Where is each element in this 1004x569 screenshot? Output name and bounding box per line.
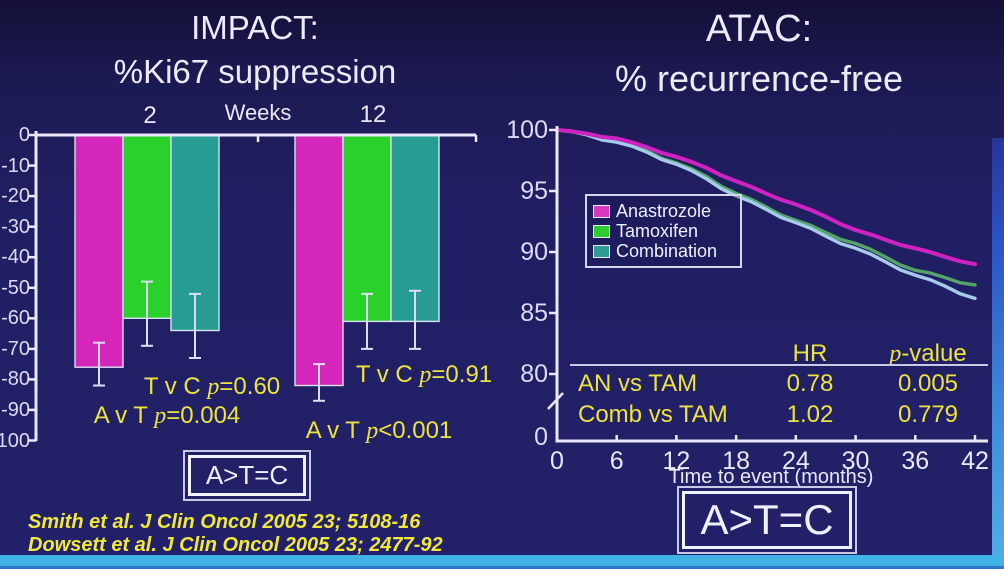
error-bar-anastrozole-week12 [313, 363, 325, 402]
impact-y-tick-label: -50 [1, 276, 30, 299]
impact-group-label-week12: 12 [359, 101, 387, 128]
impact-bar-chart [28, 131, 478, 442]
atac-x-tick-label: 42 [961, 447, 989, 475]
impact-x-axis-title: Weeks [224, 100, 292, 125]
impact-group-label-week2: 2 [143, 102, 157, 129]
impact-title-line1: IMPACT: [191, 9, 319, 46]
atac-y-tick-label: 0 [534, 423, 548, 451]
atac-legend: Anastrozole Tamoxifen Combination [585, 194, 742, 268]
table-header-rule [570, 364, 988, 366]
impact-conclusion-text: A>T=C [188, 455, 306, 496]
citation-smith: Smith et al. J Clin Oncol 2005 23; 5108-… [28, 511, 421, 533]
impact-y-tick-label: -20 [1, 185, 30, 208]
atac-y-tick-label: 85 [520, 299, 548, 327]
tamoxifen-swatch-icon [593, 224, 610, 238]
impact-y-tick-label: -10 [1, 154, 30, 177]
table-row1-pvalue: 0.005 [897, 370, 959, 397]
atac-conclusion-text: A>T=C [682, 491, 852, 549]
atac-y-tick-label: 80 [520, 360, 548, 388]
legend-item-combination: Combination [593, 241, 734, 261]
bar-anastrozole-week2 [74, 134, 124, 368]
error-bar-tamoxifen-week2 [141, 280, 153, 347]
atac-x-tick-label: 6 [609, 447, 624, 475]
table-row2-hr: 1.02 [786, 401, 834, 428]
atac-title-line1: ATAC: [705, 8, 813, 50]
atac-x-axis-title: Time to event (months) [668, 466, 874, 488]
curve-combination [555, 128, 977, 301]
impact-annotation-tvc-week12: T v C p=0.91 [355, 361, 493, 388]
bar-anastrozole-week12 [294, 134, 344, 387]
table-row2-pvalue: 0.779 [897, 401, 959, 428]
legend-label-anastrozole: Anastrozole [616, 200, 712, 221]
impact-y-axis-labels: 0 -10 -20 -30 -40 -50 -60 -70 -80 -90 -100 [0, 0, 32, 460]
axis-break-icon [547, 392, 564, 410]
impact-y-tick-label: -70 [1, 337, 30, 360]
combination-swatch-icon [593, 244, 610, 258]
table-header-hr: HR [792, 340, 828, 367]
impact-annotation-avt-week2: A v T p=0.004 [93, 402, 241, 429]
table-row1-label: AN vs TAM [578, 370, 698, 397]
impact-conclusion-box: A>T=C [183, 450, 311, 501]
atac-title-line2: % recurrence-free [614, 58, 904, 99]
right-edge-strip [992, 138, 1004, 569]
legend-item-anastrozole: Anastrozole [593, 201, 734, 221]
table-header-pvalue: p-value [889, 340, 967, 367]
impact-y-tick-label: 0 [18, 124, 30, 146]
impact-annotation-avt-week12: A v T p<0.001 [305, 417, 453, 444]
impact-y-tick-label: -100 [0, 429, 30, 452]
error-bar-tamoxifen-week12 [361, 292, 373, 350]
impact-y-tick-label: -80 [1, 368, 30, 391]
atac-y-tick-label: 95 [520, 177, 548, 205]
impact-title-line2: %Ki67 suppression [113, 53, 397, 90]
atac-x-tick-label: 36 [901, 447, 930, 475]
citation-dowsett: Dowsett et al. J Clin Oncol 2005 23; 247… [28, 534, 443, 556]
impact-y-tick-label: -90 [1, 398, 30, 421]
impact-y-tick-label: -40 [1, 246, 30, 269]
atac-y-axis-labels: 100 95 90 85 80 0 [498, 0, 550, 460]
atac-x-tick-label: 0 [550, 447, 564, 475]
error-bar-combination-week2 [189, 292, 201, 359]
legend-label-tamoxifen: Tamoxifen [616, 220, 699, 241]
anastrozole-swatch-icon [593, 204, 610, 218]
legend-label-combination: Combination [616, 240, 718, 261]
error-bar-anastrozole-week2 [93, 341, 105, 387]
impact-axes [34, 131, 476, 441]
curve-anastrozole [555, 128, 977, 267]
atac-y-tick-label: 90 [520, 238, 548, 266]
video-progress-bar[interactable] [0, 555, 1004, 566]
table-row1-hr: 0.78 [786, 370, 834, 397]
impact-y-tick-label: -60 [1, 307, 30, 330]
impact-title: IMPACT: %Ki67 suppression [0, 6, 510, 94]
atac-y-tick-label: 100 [506, 116, 548, 144]
atac-conclusion-box: A>T=C [677, 486, 857, 554]
table-row2-label: Comb vs TAM [578, 401, 728, 428]
error-bar-combination-week12 [409, 289, 421, 350]
atac-line-chart [547, 126, 988, 443]
legend-item-tamoxifen: Tamoxifen [593, 221, 734, 241]
impact-y-tick-label: -30 [1, 215, 30, 238]
impact-annotation-tvc-week2: T v C p=0.60 [143, 373, 281, 400]
player-bar-track [0, 566, 1004, 569]
bar-tamoxifen-week12 [342, 134, 392, 323]
atac-title: ATAC: % recurrence-free [520, 4, 998, 104]
